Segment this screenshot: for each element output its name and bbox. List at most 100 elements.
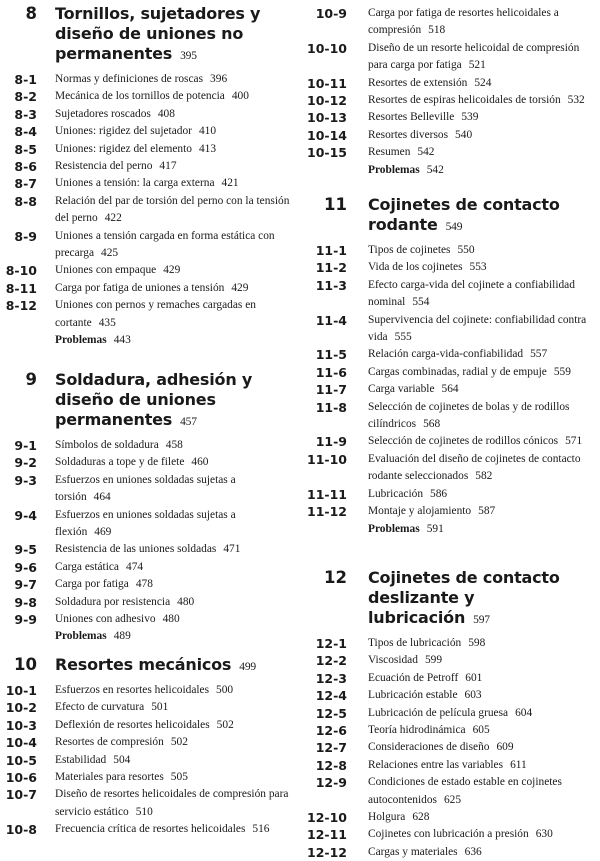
toc-entry[interactable]: 8-11 Carga por fatiga de uniones a tensió…	[0, 280, 300, 297]
section-number: 10-12	[307, 93, 347, 109]
section-title: Uniones con empaque 429	[55, 264, 181, 277]
toc-entry[interactable]: 12-11 Cojinetes con lubricación a presión…	[300, 826, 600, 843]
toc-entry[interactable]: 11-4 Supervivencia del cojinete: confiabi…	[300, 312, 600, 347]
toc-entry[interactable]: 9-2 Soldaduras a tope y de filete 460	[0, 454, 300, 471]
toc-entry[interactable]: 10-2 Efecto de curvatura 501	[0, 699, 300, 716]
toc-entry[interactable]: 11-7 Carga variable 564	[300, 381, 600, 398]
toc-entry[interactable]: 12-1 Tipos de lubricación 598	[300, 635, 600, 652]
chapter-12: 12 Cojinetes de contacto deslizante y lub…	[300, 568, 600, 861]
toc-entry[interactable]: 11-8 Selección de cojinetes de bolas y de…	[300, 399, 600, 434]
toc-entry[interactable]: 12-4 Lubricación estable 603	[300, 687, 600, 704]
toc-entry[interactable]: 9-7 Carga por fatiga 478	[0, 576, 300, 593]
section-title: Estabilidad 504	[55, 753, 131, 766]
section-title: Holgura 628	[368, 811, 430, 824]
toc-entry[interactable]: 12-12 Cargas y materiales 636	[300, 844, 600, 861]
toc-entry[interactable]: 8-6 Resistencia del perno 417	[0, 158, 300, 175]
toc-entry[interactable]: 8-9 Uniones a tensión cargada en forma es…	[0, 228, 300, 263]
toc-entry[interactable]: 12-8 Relaciones entre las variables 611	[300, 757, 600, 774]
toc-entry[interactable]: 8-3 Sujetadores roscados 408	[0, 106, 300, 123]
section-title: Resistencia de las uniones soldadas 471	[55, 543, 241, 556]
problems-entry[interactable]: Problemas 489	[0, 628, 300, 645]
toc-entry[interactable]: 8-1 Normas y definiciones de roscas 396	[0, 71, 300, 88]
toc-entry[interactable]: 12-5 Lubricación de película gruesa 604	[300, 705, 600, 722]
toc-entry[interactable]: 10-9 Carga por fatiga de resortes helicoi…	[300, 5, 600, 40]
toc-entry[interactable]: 10-10 Diseño de un resorte helicoidal de …	[300, 40, 600, 75]
toc-entry[interactable]: 10-8 Frecuencia crítica de resortes helic…	[0, 821, 300, 838]
toc-entry[interactable]: 8-4 Uniones: rigidez del sujetador 410	[0, 123, 300, 140]
section-title: Relación carga-vida-confiabilidad 557	[368, 348, 548, 361]
toc-entry[interactable]: 8-10 Uniones con empaque 429	[0, 262, 300, 279]
toc-entry[interactable]: 9-4 Esfuerzos en uniones soldadas sujetas…	[0, 507, 300, 542]
toc-entry[interactable]: 8-12 Uniones con pernos y remaches cargad…	[0, 297, 300, 332]
toc-entry[interactable]: 9-3 Esfuerzos en uniones soldadas sujetas…	[0, 472, 300, 507]
toc-entry[interactable]: 11-6 Cargas combinadas, radial y de empuj…	[300, 364, 600, 381]
section-number: 11-6	[315, 364, 347, 380]
toc-entry[interactable]: 9-9 Uniones con adhesivo 480	[0, 611, 300, 628]
problems-entry[interactable]: Problemas 591	[300, 521, 600, 538]
problems-entry[interactable]: Problemas 443	[0, 332, 300, 349]
toc-entry[interactable]: 12-7 Consideraciones de diseño 609	[300, 739, 600, 756]
section-number: 12-2	[315, 653, 347, 669]
section-title: Uniones con adhesivo 480	[55, 613, 180, 626]
section-number: 12-5	[315, 705, 347, 721]
toc-entry[interactable]: 11-2 Vida de los cojinetes 553	[300, 259, 600, 276]
section-number: 8-3	[14, 106, 37, 122]
toc-entry[interactable]: 9-6 Carga estática 474	[0, 559, 300, 576]
section-number: 9-2	[14, 455, 37, 471]
section-number: 10-3	[5, 717, 37, 733]
toc-entry[interactable]: 10-12 Resortes de espiras helicoidales de…	[300, 92, 600, 109]
toc-entry[interactable]: 11-12 Montaje y alojamiento 587	[300, 503, 600, 520]
toc-entry[interactable]: 12-10 Holgura 628	[300, 809, 600, 826]
chapter-page-number: 499	[239, 661, 256, 673]
toc-entry[interactable]: 9-5 Resistencia de las uniones soldadas 47…	[0, 541, 300, 558]
section-page-number: 598	[468, 637, 486, 649]
section-page-number: 521	[468, 59, 486, 72]
section-number: 9-5	[14, 542, 37, 558]
section-title: Montaje y alojamiento 587	[368, 505, 496, 518]
section-title: Problemas 591	[368, 522, 444, 535]
toc-entry[interactable]: 11-1 Tipos de cojinetes 550	[300, 242, 600, 259]
toc-entry[interactable]: 11-11 Lubricación 586	[300, 486, 600, 503]
toc-entry[interactable]: 12-3 Ecuación de Petroff 601	[300, 670, 600, 687]
toc-entry[interactable]: 10-7 Diseño de resortes helicoidales de c…	[0, 786, 300, 821]
section-number	[300, 162, 347, 179]
section-title: Soldaduras a tope y de filete 460	[55, 456, 209, 469]
section-number: 11-4	[315, 312, 347, 328]
toc-entry[interactable]: 10-14 Resortes diversos 540	[300, 127, 600, 144]
section-page-number: 557	[530, 348, 548, 361]
toc-entry[interactable]: 9-1 Símbolos de soldadura 458	[0, 437, 300, 454]
section-number: 12-12	[307, 844, 347, 860]
section-page-number: 586	[430, 487, 448, 500]
section-title: Uniones: rigidez del elemento 413	[55, 142, 217, 155]
toc-entry[interactable]: 11-10 Evaluación del diseño de cojinetes …	[300, 451, 600, 486]
section-title: Tipos de cojinetes 550	[368, 244, 475, 256]
toc-entry[interactable]: 10-13 Resortes Belleville 539	[300, 109, 600, 126]
section-page-number: 504	[113, 753, 131, 766]
problems-entry[interactable]: Problemas 542	[300, 162, 600, 179]
section-title: Lubricación estable 603	[368, 689, 482, 702]
section-number: 10-10	[307, 40, 347, 56]
toc-entry[interactable]: 10-6 Materiales para resortes 505	[0, 769, 300, 786]
toc-entry[interactable]: 12-2 Viscosidad 599	[300, 652, 600, 669]
toc-entry[interactable]: 11-5 Relación carga-vida-confiabilidad 557	[300, 346, 600, 363]
section-title: Teoría hidrodinámica 605	[368, 724, 490, 737]
toc-entry[interactable]: 12-6 Teoría hidrodinámica 605	[300, 722, 600, 739]
toc-entry[interactable]: 10-1 Esfuerzos en resortes helicoidales 50…	[0, 682, 300, 699]
toc-entry[interactable]: 10-11 Resortes de extensión 524	[300, 75, 600, 92]
toc-entry[interactable]: 10-15 Resumen 542	[300, 144, 600, 161]
toc-entry[interactable]: 8-7 Uniones a tensión: la carga externa 42…	[0, 175, 300, 192]
toc-entry[interactable]: 8-8 Relación del par de torsión del perno…	[0, 193, 300, 228]
toc-entry[interactable]: 9-8 Soldadura por resistencia 480	[0, 594, 300, 611]
section-page-number: 587	[478, 505, 496, 518]
toc-entry[interactable]: 8-2 Mecánica de los tornillos de potencia…	[0, 88, 300, 105]
section-title: Diseño de resortes helicoidales de compr…	[55, 788, 289, 818]
chapter-heading: 12 Cojinetes de contacto deslizante y lub…	[300, 568, 600, 630]
toc-entry[interactable]: 12-9 Condiciones de estado estable en coj…	[300, 774, 600, 809]
section-page-number: 478	[135, 578, 153, 591]
toc-entry[interactable]: 11-9 Selección de cojinetes de rodillos c…	[300, 433, 600, 450]
toc-entry[interactable]: 10-4 Resortes de compresión 502	[0, 734, 300, 751]
toc-entry[interactable]: 10-5 Estabilidad 504	[0, 752, 300, 769]
toc-entry[interactable]: 11-3 Efecto carga-vida del cojinete a con…	[300, 277, 600, 312]
toc-entry[interactable]: 10-3 Deflexión de resortes helicoidales 50…	[0, 717, 300, 734]
toc-entry[interactable]: 8-5 Uniones: rigidez del elemento 413	[0, 141, 300, 158]
